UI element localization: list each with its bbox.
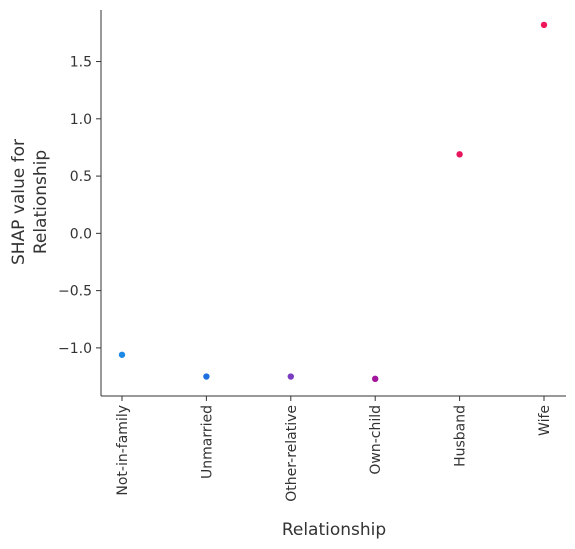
x-tick-label: Other-relative: [284, 405, 300, 502]
x-tick-label: Husband: [453, 405, 469, 467]
x-tick-label: Unmarried: [199, 405, 215, 479]
data-point: [372, 375, 379, 383]
data-point: [287, 373, 294, 380]
x-axis-title: Relationship: [282, 520, 386, 540]
x-ticks: Not-in-family Unmarried Other-relative Own-…: [115, 396, 553, 502]
y-tick-label: 1.5: [70, 55, 92, 71]
y-tick-label: −0.5: [58, 284, 92, 300]
x-tick-label: Not-in-family: [115, 405, 131, 496]
y-axis-title-line2: Relationship: [31, 150, 51, 254]
y-tick-label: 0.0: [70, 226, 92, 242]
y-tick-label: −1.0: [58, 341, 92, 357]
data-point: [203, 373, 210, 380]
x-tick-label: Own-child: [368, 405, 384, 475]
points-layer: [118, 21, 548, 383]
x-tick-label: Wife: [537, 405, 553, 436]
data-point: [456, 151, 463, 158]
y-tick-label: 1.0: [70, 112, 92, 128]
data-point: [540, 21, 548, 29]
y-axis-title-line1: SHAP value for: [9, 139, 29, 265]
y-ticks: −1.0 −0.5 0.0 0.5 1.0 1.5: [58, 55, 101, 357]
y-tick-label: 0.5: [70, 169, 92, 185]
data-point: [118, 351, 126, 358]
